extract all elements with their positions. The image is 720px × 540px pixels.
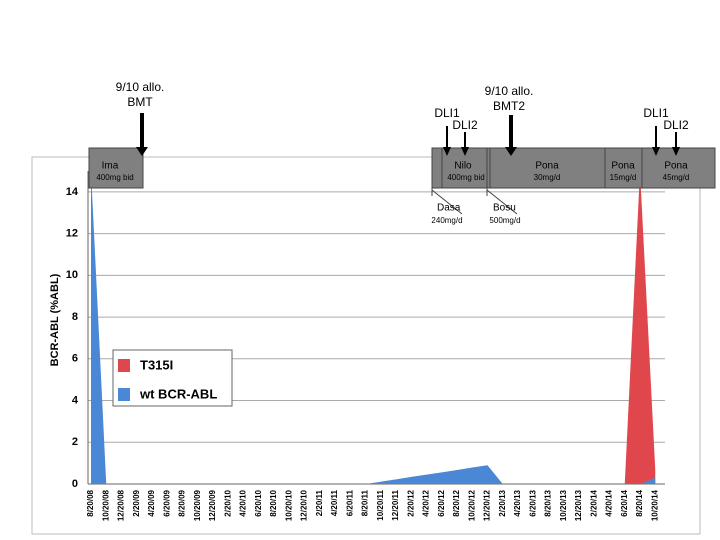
- regimen-dose: 500mg/d: [489, 216, 520, 225]
- y-axis-label: BCR-ABL (%ABL): [49, 273, 61, 366]
- legend-swatch: [118, 388, 130, 401]
- arrow-head: [652, 147, 660, 156]
- regimen-dose: 400mg bid: [96, 173, 133, 182]
- x-tick-label: 10/20/13: [559, 489, 568, 521]
- arrow-head: [461, 147, 469, 156]
- x-tick-label: 4/20/10: [239, 489, 248, 516]
- regimen-dose: 15mg/d: [610, 173, 637, 182]
- x-tick-label: 10/20/12: [467, 489, 476, 521]
- x-tick-label: 2/20/14: [589, 489, 598, 516]
- legend-label: wt BCR-ABL: [139, 386, 217, 401]
- x-tick-label: 10/20/10: [284, 489, 293, 521]
- x-tick-label: 12/20/11: [391, 489, 400, 520]
- event-label: DLI2: [663, 118, 689, 132]
- y-tick-label: 14: [66, 186, 79, 198]
- regimen-name: Dasa: [437, 203, 461, 214]
- x-tick-label: 10/20/11: [376, 489, 385, 520]
- event-label: BMT2: [493, 99, 525, 113]
- callout: [486, 189, 518, 215]
- x-tick-label: 4/20/14: [605, 489, 614, 516]
- arrow-head: [443, 147, 451, 156]
- regimen-name: Pona: [664, 161, 688, 172]
- chart-frame: [31, 156, 701, 535]
- x-tick-label: 6/20/11: [345, 489, 354, 516]
- x-tick-label: 4/20/13: [513, 489, 522, 516]
- regimen-name: Ima: [102, 161, 119, 172]
- x-tick-label: 6/20/14: [620, 489, 629, 516]
- arrow-head: [505, 147, 517, 156]
- regimen-dose: 240mg/d: [431, 216, 462, 225]
- x-tick-label: 6/20/12: [437, 489, 446, 516]
- x-tick-label: 4/20/11: [330, 489, 339, 516]
- y-tick-label: 4: [72, 394, 79, 406]
- x-tick-label: 10/20/14: [650, 489, 659, 521]
- callout: [431, 189, 463, 215]
- regimen-box: [88, 147, 144, 189]
- y-tick-label: 6: [72, 353, 78, 365]
- regimen-name: Nilo: [454, 161, 472, 172]
- regimen-name: Bosu: [493, 203, 516, 214]
- x-tick-label: 2/20/10: [223, 489, 232, 516]
- regimen-dose: 45mg/d: [663, 173, 690, 182]
- x-tick-label: 12/20/10: [300, 489, 309, 521]
- x-tick-label: 12/20/09: [208, 489, 217, 521]
- x-tick-label: 6/20/13: [528, 489, 537, 516]
- regimen-name: Pona: [611, 161, 635, 172]
- x-tick-label: 4/20/12: [422, 489, 431, 516]
- x-tick-label: 8/20/14: [635, 489, 644, 516]
- x-tick-label: 8/20/09: [178, 489, 187, 516]
- arrow-head: [672, 147, 680, 156]
- x-tick-label: 2/20/13: [498, 489, 507, 516]
- y-tick-label: 10: [66, 269, 78, 281]
- event-label: BMT: [127, 95, 153, 109]
- regimen-box: [489, 147, 606, 189]
- x-tick-label: 12/20/12: [483, 489, 492, 521]
- x-tick-label: 8/20/08: [86, 489, 95, 516]
- y-tick-label: 8: [72, 311, 78, 323]
- event-label: DLI1: [434, 106, 460, 120]
- x-tick-label: 12/20/08: [117, 489, 126, 521]
- y-tick-label: 0: [72, 478, 78, 490]
- regimen-dose: 30mg/d: [534, 173, 561, 182]
- legend-label: T315I: [140, 357, 173, 372]
- event-label: DLI1: [643, 106, 669, 120]
- regimen-box: [604, 147, 643, 189]
- x-tick-label: 8/20/10: [269, 489, 278, 516]
- x-tick-label: 2/20/12: [406, 489, 415, 516]
- x-tick-label: 2/20/11: [315, 489, 324, 516]
- x-tick-label: 8/20/11: [361, 489, 370, 516]
- event-label: 9/10 allo.: [485, 84, 534, 98]
- regimen-name: Pona: [535, 161, 559, 172]
- regimen-dose: 400mg bid: [447, 173, 484, 182]
- x-tick-label: 6/20/10: [254, 489, 263, 516]
- arrow-head: [136, 147, 148, 156]
- legend-box: [112, 349, 233, 407]
- x-tick-label: 10/20/09: [193, 489, 202, 521]
- x-tick-label: 2/20/09: [132, 489, 141, 516]
- y-tick-label: 2: [72, 436, 78, 448]
- event-label: 9/10 allo.: [116, 80, 165, 94]
- legend-swatch: [118, 359, 130, 372]
- x-tick-label: 10/20/08: [101, 489, 110, 521]
- event-label: DLI2: [452, 118, 478, 132]
- x-tick-label: 12/20/13: [574, 489, 583, 521]
- x-tick-label: 6/20/09: [162, 489, 171, 516]
- y-tick-label: 12: [66, 228, 78, 240]
- x-tick-label: 4/20/09: [147, 489, 156, 516]
- x-tick-label: 8/20/12: [452, 489, 461, 516]
- x-tick-label: 8/20/13: [544, 489, 553, 516]
